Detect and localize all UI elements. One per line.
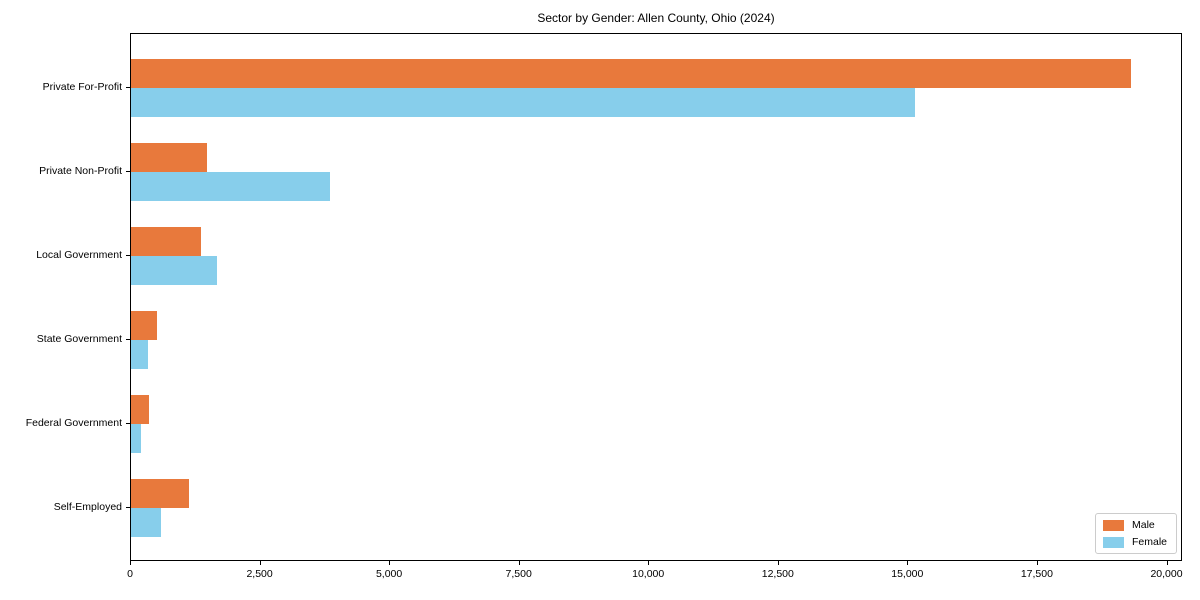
x-tick-mark	[130, 561, 131, 565]
legend-swatch-male	[1102, 519, 1124, 531]
x-tick-mark	[1036, 561, 1038, 565]
bar-female-5	[131, 424, 142, 453]
bar-female-3	[131, 256, 217, 285]
x-tick-mark	[648, 561, 650, 565]
y-tick-mark	[126, 87, 130, 88]
x-tick-label: 17,500	[1020, 568, 1053, 580]
x-tick-label: 5,000	[375, 568, 403, 580]
y-tick-label: Private Non-Profit	[39, 165, 122, 177]
legend-label: Male	[1131, 519, 1155, 531]
legend-item-female: Female	[1102, 536, 1167, 548]
x-tick-mark	[389, 561, 391, 565]
legend-label: Female	[1131, 536, 1167, 548]
x-tick-mark	[518, 561, 520, 565]
x-tick-mark	[1166, 561, 1168, 565]
x-tick-label: 2,500	[246, 568, 273, 580]
x-tick-label: 15,000	[891, 568, 924, 580]
bar-male-1	[131, 59, 1132, 88]
y-tick-mark	[126, 171, 130, 172]
legend-swatch-female	[1102, 536, 1124, 548]
bar-male-5	[131, 395, 149, 424]
bar-female-4	[131, 340, 149, 369]
y-tick-mark	[126, 339, 130, 340]
plot-area: Male Female	[130, 33, 1182, 561]
bar-male-4	[131, 311, 158, 340]
bar-female-2	[131, 172, 330, 201]
y-tick-label: Private For-Profit	[42, 81, 122, 93]
chart-title: Sector by Gender: Allen County, Ohio (20…	[537, 11, 775, 25]
x-tick-mark	[907, 561, 909, 565]
x-tick-mark	[777, 561, 779, 565]
x-tick-label: 20,000	[1150, 568, 1183, 580]
y-tick-label: Local Government	[36, 249, 122, 261]
x-tick-label: 12,500	[761, 568, 794, 580]
bar-male-6	[131, 479, 189, 508]
x-tick-mark	[259, 561, 261, 565]
y-tick-mark	[126, 507, 130, 508]
x-tick-label: 10,000	[632, 568, 665, 580]
y-tick-label: State Government	[36, 333, 122, 345]
legend: Male Female	[1094, 513, 1177, 554]
bar-female-6	[131, 508, 161, 537]
legend-item-male: Male	[1102, 519, 1167, 531]
bar-male-2	[131, 143, 207, 172]
bar-female-1	[131, 88, 916, 117]
y-tick-mark	[126, 255, 130, 256]
x-tick-label: 0	[127, 568, 133, 580]
y-tick-label: Federal Government	[25, 417, 122, 429]
bar-male-3	[131, 227, 201, 256]
y-tick-label: Self-Employed	[53, 501, 122, 513]
y-tick-mark	[126, 423, 130, 424]
x-tick-label: 7,500	[505, 568, 532, 580]
